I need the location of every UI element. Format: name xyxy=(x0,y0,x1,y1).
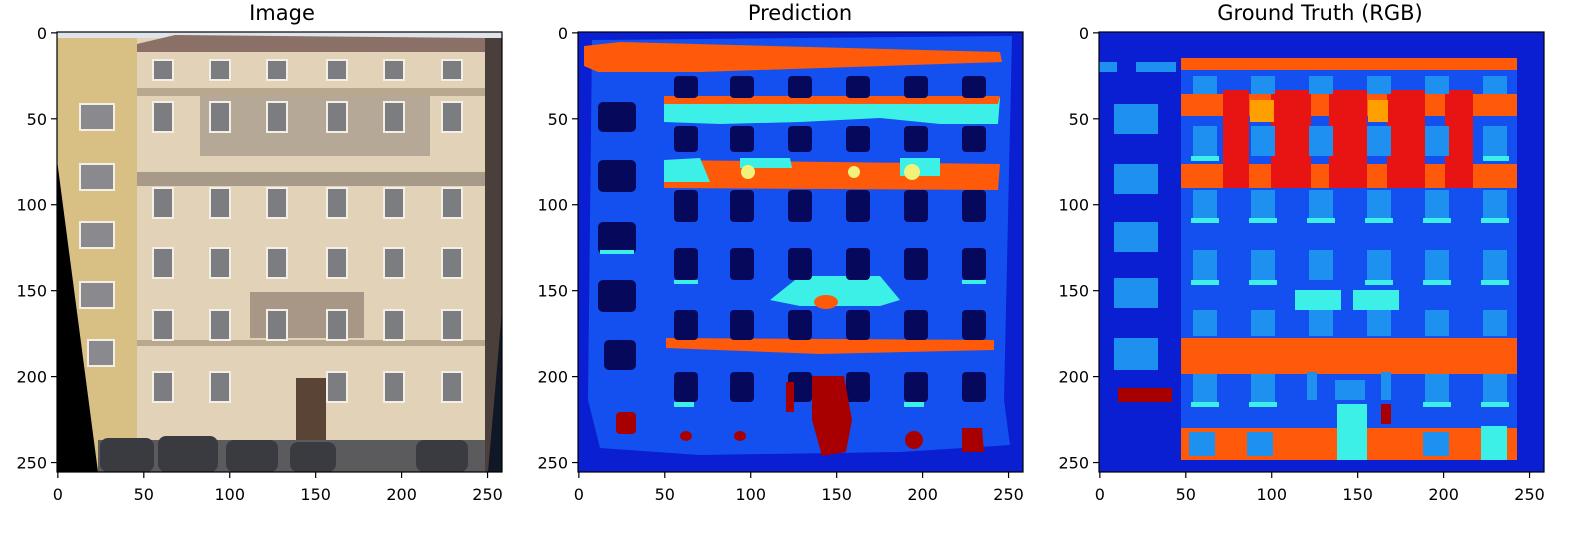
x-tick-label: 150 xyxy=(1342,485,1373,504)
ground-truth-panel: Ground Truth (RGB) xyxy=(1058,1,1544,504)
y-tick-label: 150 xyxy=(16,282,47,301)
ground-truth-x-ticks: 0 50 100 150 200 250 xyxy=(1095,472,1545,504)
x-tick-label: 200 xyxy=(386,485,417,504)
prediction-mask xyxy=(578,32,1023,472)
x-tick-label: 100 xyxy=(214,485,245,504)
y-tick-label: 250 xyxy=(537,454,568,473)
y-tick-label: 250 xyxy=(1058,454,1089,473)
image-panel-title: Image xyxy=(249,1,315,25)
x-tick-label: 50 xyxy=(1176,485,1196,504)
y-tick-label: 100 xyxy=(1058,196,1089,215)
x-tick-label: 200 xyxy=(1428,485,1459,504)
y-tick-label: 50 xyxy=(27,110,47,129)
ground-truth-mask xyxy=(1099,32,1544,472)
x-tick-label: 150 xyxy=(300,485,331,504)
y-tick-label: 150 xyxy=(537,282,568,301)
y-tick-label: 100 xyxy=(16,196,47,215)
y-tick-label: 200 xyxy=(537,368,568,387)
prediction-panel-title: Prediction xyxy=(748,1,852,25)
y-tick-label: 100 xyxy=(537,196,568,215)
y-tick-label: 0 xyxy=(37,24,47,43)
image-axes-frame xyxy=(56,31,503,473)
ground-truth-y-ticks: 0 50 100 150 200 250 xyxy=(1058,24,1099,473)
x-tick-label: 50 xyxy=(134,485,154,504)
prediction-axes-frame xyxy=(577,31,1024,473)
image-y-ticks: 0 50 100 150 200 250 xyxy=(16,24,57,473)
x-tick-label: 250 xyxy=(993,485,1024,504)
prediction-panel: Prediction xyxy=(537,1,1023,504)
x-tick-label: 250 xyxy=(1514,485,1545,504)
x-tick-label: 100 xyxy=(1256,485,1287,504)
ground-truth-panel-title: Ground Truth (RGB) xyxy=(1217,1,1422,25)
y-tick-label: 50 xyxy=(548,110,568,129)
y-tick-label: 0 xyxy=(558,24,568,43)
photo-door xyxy=(296,378,326,442)
x-tick-label: 50 xyxy=(655,485,675,504)
y-tick-label: 250 xyxy=(16,454,47,473)
image-x-ticks: 0 50 100 150 200 250 xyxy=(53,472,503,504)
x-tick-label: 0 xyxy=(53,485,63,504)
facade-photo xyxy=(57,32,502,472)
x-tick-label: 0 xyxy=(1095,485,1105,504)
y-tick-label: 50 xyxy=(1069,110,1089,129)
y-tick-label: 150 xyxy=(1058,282,1089,301)
y-tick-label: 200 xyxy=(1058,368,1089,387)
x-tick-label: 200 xyxy=(907,485,938,504)
prediction-y-ticks: 0 50 100 150 200 250 xyxy=(537,24,578,473)
ground-truth-axes-frame xyxy=(1098,31,1545,473)
x-tick-label: 250 xyxy=(472,485,503,504)
prediction-x-ticks: 0 50 100 150 200 250 xyxy=(574,472,1024,504)
y-tick-label: 0 xyxy=(1079,24,1089,43)
image-panel: Image xyxy=(16,1,502,504)
y-tick-label: 200 xyxy=(16,368,47,387)
x-tick-label: 100 xyxy=(735,485,766,504)
x-tick-label: 150 xyxy=(821,485,852,504)
x-tick-label: 0 xyxy=(574,485,584,504)
